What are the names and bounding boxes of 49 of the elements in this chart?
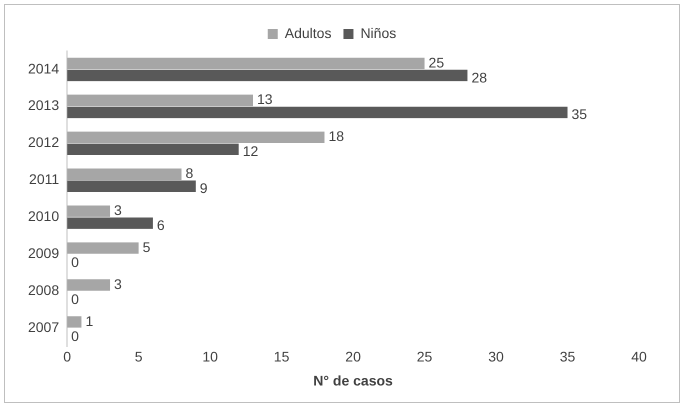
bar — [67, 58, 425, 70]
y-tick-label: 2013 — [28, 97, 60, 114]
data-label: 18 — [328, 128, 344, 144]
data-label: 13 — [257, 91, 273, 108]
data-label: 0 — [71, 290, 80, 307]
data-label: 1 — [85, 312, 94, 329]
y-tick-label: 2007 — [28, 318, 60, 335]
x-tick-label: 10 — [202, 348, 218, 365]
y-tick-label: 2010 — [28, 208, 60, 224]
x-tick-label: 30 — [488, 348, 504, 365]
x-tick-label: 15 — [274, 348, 290, 365]
data-label: 8 — [186, 165, 194, 182]
data-label: 25 — [428, 54, 444, 70]
bar — [67, 279, 110, 291]
bar — [67, 168, 182, 180]
data-label: 0 — [71, 328, 80, 344]
bar — [67, 144, 239, 156]
data-label: 12 — [242, 143, 258, 160]
x-tick-label: 35 — [560, 348, 576, 365]
y-tick-label: 2008 — [28, 282, 60, 298]
data-label: 28 — [471, 69, 488, 86]
legend-label: Adultos — [284, 24, 332, 41]
bar — [67, 205, 110, 217]
x-tick-label: 40 — [631, 348, 647, 365]
bar — [67, 132, 324, 144]
x-axis-title: N° de casos — [313, 372, 394, 388]
bar — [67, 94, 253, 106]
x-tick-label: 0 — [63, 348, 72, 365]
y-tick-label: 2009 — [28, 244, 60, 261]
data-label: 3 — [114, 276, 122, 292]
bar — [67, 180, 196, 192]
x-tick-label: 5 — [134, 348, 143, 365]
x-tick-label: 25 — [416, 348, 433, 365]
data-label: 0 — [71, 254, 80, 270]
x-tick-label: 20 — [345, 348, 362, 365]
data-label: 6 — [156, 217, 165, 234]
legend-label: Niños — [360, 24, 396, 41]
bar — [67, 106, 568, 118]
y-tick-label: 2011 — [29, 171, 60, 188]
bar — [67, 217, 153, 229]
data-label: 5 — [142, 238, 151, 255]
bar — [67, 316, 82, 328]
data-label: 9 — [200, 180, 208, 196]
data-label: 3 — [114, 202, 122, 218]
y-tick-label: 2014 — [28, 60, 60, 76]
bar — [67, 242, 139, 254]
y-tick-label: 2012 — [28, 134, 60, 150]
data-label: 35 — [572, 106, 588, 122]
bar — [67, 70, 468, 82]
